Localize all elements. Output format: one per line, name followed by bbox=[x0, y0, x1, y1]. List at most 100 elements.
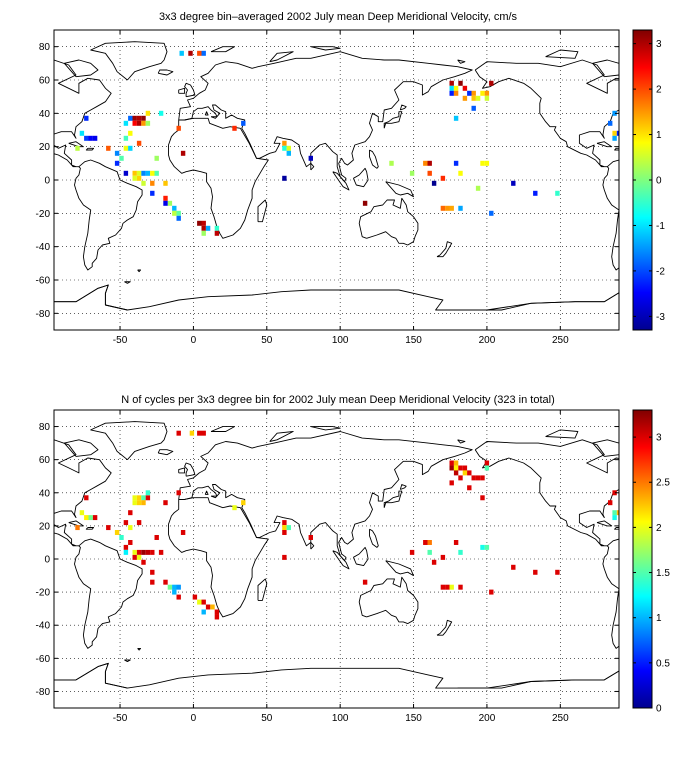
top-data-cell bbox=[440, 175, 446, 181]
bottom-data-cell bbox=[136, 520, 142, 526]
top-coastline bbox=[74, 159, 143, 271]
top-data-cell bbox=[471, 95, 476, 101]
bottom-data-cell bbox=[308, 535, 313, 540]
top-data-cell bbox=[201, 225, 206, 231]
bottom-data-cell bbox=[106, 525, 111, 531]
bottom-data-cell bbox=[232, 505, 237, 511]
top-data-cell bbox=[282, 175, 287, 181]
bottom-data-cell bbox=[176, 594, 181, 600]
bottom-data-cell bbox=[197, 599, 202, 605]
bottom-ytick-label: 60 bbox=[39, 455, 51, 466]
top-data-cell bbox=[484, 90, 490, 96]
bottom-coastline bbox=[596, 520, 613, 527]
bottom-data-cell bbox=[150, 569, 155, 575]
top-coastline bbox=[269, 51, 294, 63]
bottom-data-cell bbox=[176, 430, 181, 436]
top-ytick-label: -80 bbox=[36, 309, 51, 320]
top-xtick-label: 0 bbox=[191, 335, 197, 346]
bottom-data-cell bbox=[154, 535, 159, 540]
bottom-data-cell bbox=[471, 475, 476, 481]
top-data-cell bbox=[150, 180, 155, 186]
bottom-map-data-cells bbox=[75, 430, 619, 620]
top-ytick-label: 60 bbox=[39, 76, 51, 87]
top-data-cell bbox=[462, 95, 468, 101]
top-coastline bbox=[168, 117, 269, 239]
top-data-cell bbox=[136, 115, 142, 121]
top-data-cell bbox=[84, 135, 89, 141]
bottom-data-cell bbox=[132, 554, 137, 560]
top-colorbar-tick-label: -1 bbox=[656, 221, 665, 232]
bottom-data-cell bbox=[141, 500, 146, 506]
top-coastline bbox=[369, 149, 379, 169]
top-data-cell bbox=[176, 210, 181, 216]
top-data-cell bbox=[308, 155, 313, 161]
bottom-data-cell bbox=[84, 515, 89, 521]
top-data-cell bbox=[449, 80, 454, 86]
bottom-coastline bbox=[352, 546, 369, 567]
top-data-cell bbox=[158, 110, 164, 116]
top-colorbar-ticks: 3 2 1 0 -1 -2 -3 bbox=[633, 39, 665, 323]
bottom-data-cell bbox=[123, 549, 129, 555]
bottom-data-cell bbox=[480, 544, 485, 550]
bottom-coastline bbox=[358, 576, 419, 625]
top-xtick-label: 200 bbox=[479, 335, 496, 346]
bottom-data-cell bbox=[440, 584, 446, 590]
bottom-data-cell bbox=[136, 549, 142, 555]
top-data-cell bbox=[132, 115, 137, 121]
bottom-coastline bbox=[54, 439, 112, 547]
top-ytick-label: -60 bbox=[36, 276, 51, 287]
bottom-data-cell bbox=[214, 609, 220, 615]
bottom-data-cell bbox=[480, 475, 485, 481]
bottom-data-cell bbox=[176, 490, 181, 496]
top-data-cell bbox=[154, 155, 159, 161]
top-data-cell bbox=[123, 170, 129, 176]
top-data-cell bbox=[362, 200, 368, 206]
bottom-coastline bbox=[210, 495, 218, 499]
top-data-cell bbox=[145, 110, 151, 116]
bottom-data-cell bbox=[431, 559, 437, 565]
top-data-cell bbox=[145, 120, 151, 126]
bottom-data-cell bbox=[167, 584, 173, 590]
bottom-coastline bbox=[399, 484, 407, 490]
top-xtick-label: 150 bbox=[405, 335, 422, 346]
top-data-cell bbox=[136, 140, 142, 146]
bottom-colorbar-ticks: 3 2.5 2 1.5 1 0.5 0 bbox=[633, 433, 670, 715]
top-data-cell bbox=[286, 145, 291, 151]
top-coastline bbox=[310, 46, 341, 51]
top-data-cell bbox=[232, 125, 237, 131]
bottom-colorbar-tick-label: 3 bbox=[656, 433, 662, 444]
top-data-cell bbox=[431, 180, 437, 186]
bottom-coastline bbox=[90, 421, 168, 461]
bottom-data-cell bbox=[205, 604, 211, 610]
top-data-cell bbox=[389, 160, 394, 166]
top-data-cell bbox=[612, 130, 617, 136]
top-data-cell bbox=[286, 150, 291, 156]
top-colorbar-tick-label: 1 bbox=[656, 130, 662, 141]
bottom-coastline bbox=[157, 449, 174, 456]
top-data-cell bbox=[608, 120, 613, 126]
bottom-data-cell bbox=[423, 540, 428, 545]
bottom-data-cell bbox=[145, 495, 151, 501]
bottom-colorbar bbox=[632, 409, 653, 709]
top-data-cell bbox=[123, 120, 129, 126]
top-coastline bbox=[602, 159, 619, 271]
top-colorbar-tick-label: -2 bbox=[656, 266, 665, 277]
bottom-coastline bbox=[168, 497, 269, 618]
bottom-colorbar-tick-label: 0 bbox=[656, 704, 662, 715]
bottom-coastline bbox=[68, 520, 84, 527]
bottom-data-cell bbox=[489, 589, 494, 595]
top-data-cell bbox=[453, 115, 459, 121]
top-data-cell bbox=[179, 50, 184, 56]
bottom-coastline bbox=[545, 429, 579, 439]
bottom-data-cell bbox=[458, 465, 463, 471]
top-coastline bbox=[157, 69, 174, 76]
top-coastline bbox=[457, 292, 619, 311]
bottom-data-cell bbox=[445, 584, 450, 590]
bottom-data-cell bbox=[141, 495, 146, 501]
bottom-data-cell bbox=[132, 500, 137, 506]
bottom-coastline bbox=[54, 662, 128, 689]
top-data-cell bbox=[409, 170, 415, 176]
bottom-data-cell bbox=[467, 485, 472, 491]
bottom-data-cell bbox=[145, 549, 151, 555]
bottom-data-cell bbox=[282, 530, 287, 535]
